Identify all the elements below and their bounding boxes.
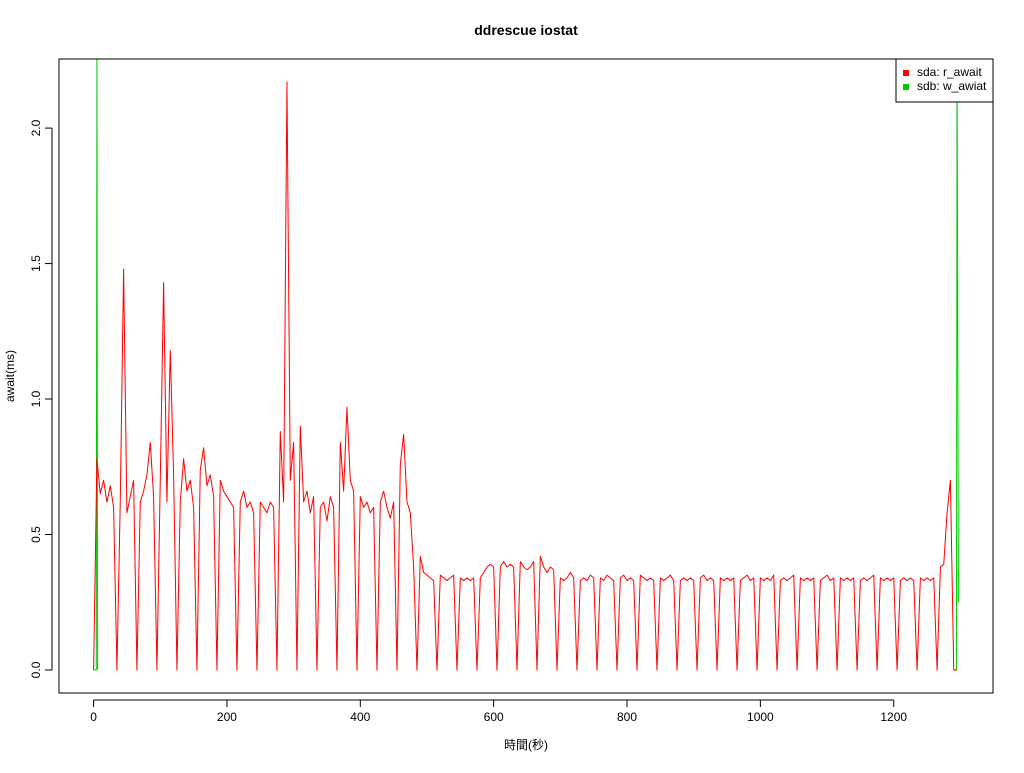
chart-title: ddrescue iostat (474, 22, 578, 38)
x-tick-label: 600 (484, 710, 504, 724)
legend-swatch (903, 84, 909, 90)
y-tick-label: 2.0 (29, 119, 43, 136)
y-tick-label: 1.0 (29, 390, 43, 407)
plot-frame (58, 58, 994, 694)
x-axis-label: 時間(秒) (504, 738, 548, 752)
x-tick-label: 800 (617, 710, 637, 724)
x-tick-label: 400 (350, 710, 370, 724)
x-tick-label: 200 (217, 710, 237, 724)
y-tick-label: 1.5 (29, 255, 43, 272)
y-tick-label: 0.5 (29, 526, 43, 543)
legend-label: sdb: w_awiat (917, 79, 987, 93)
series-line (93, 81, 958, 671)
legend-box (895, 58, 994, 103)
y-tick-label: 0.0 (29, 661, 43, 678)
legend-swatch (903, 70, 909, 76)
y-axis-label: await(ms) (3, 350, 17, 402)
plot-area (93, 59, 959, 671)
series-line (93, 59, 959, 671)
legend-label: sda: r_await (917, 65, 982, 79)
x-tick-label: 0 (90, 710, 97, 724)
x-tick-label: 1000 (747, 710, 774, 724)
x-tick-label: 1200 (880, 710, 907, 724)
